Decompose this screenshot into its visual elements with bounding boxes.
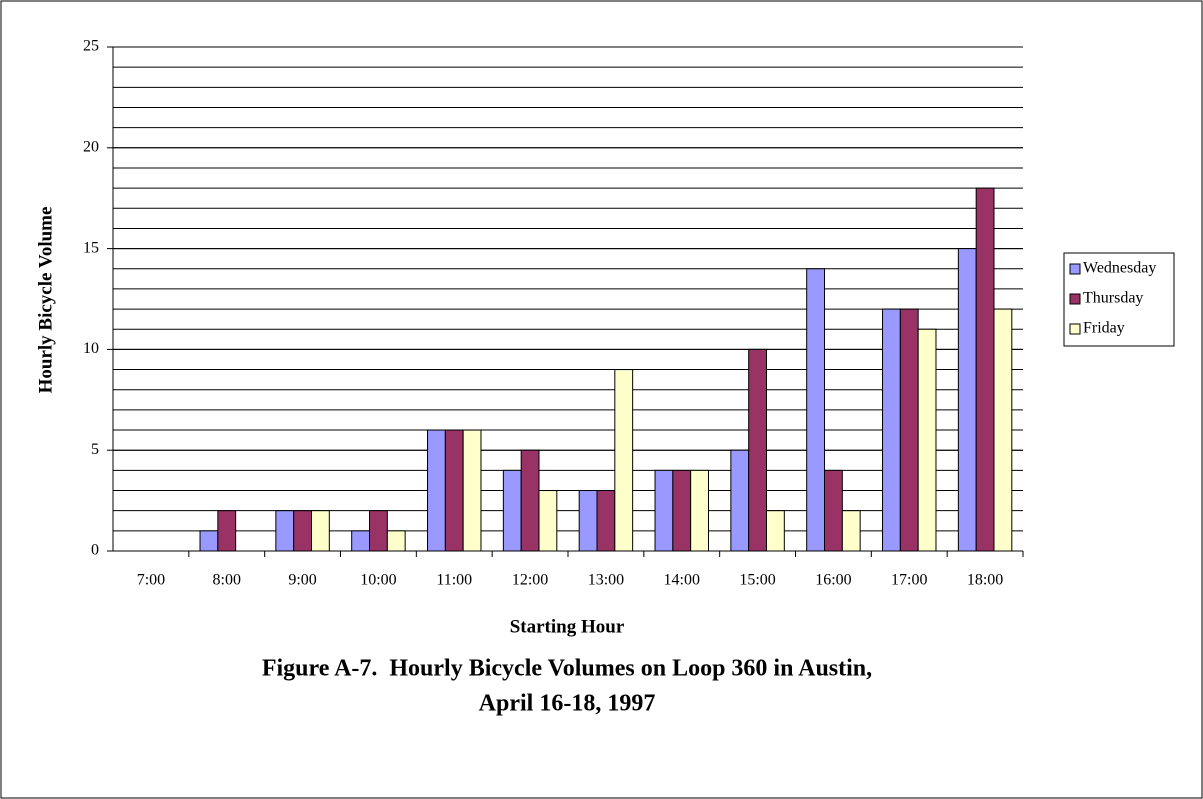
legend-label: Friday [1083, 320, 1125, 337]
x-axis-label: Starting Hour [510, 616, 625, 637]
bar [427, 429, 446, 552]
bar [654, 469, 674, 552]
bar [386, 530, 406, 552]
legend-swatch [1069, 323, 1081, 335]
bar [748, 348, 767, 552]
bar [217, 510, 237, 552]
bar [765, 510, 785, 552]
legend-label: Wednesday [1083, 260, 1156, 277]
x-tick-label: 17:00 [891, 572, 927, 589]
x-tick-label: 13:00 [588, 572, 624, 589]
bar [520, 449, 540, 552]
bar [351, 530, 371, 552]
bar [444, 429, 464, 552]
bar [614, 369, 634, 552]
caption-line: Figure A-7. Hourly Bicycle Volumes on Lo… [262, 656, 872, 682]
x-tick-label: 9:00 [288, 572, 316, 589]
bar [672, 469, 692, 552]
bar [841, 510, 861, 552]
y-tick-label: 25 [83, 38, 99, 55]
legend-box [1063, 252, 1175, 347]
x-tick-label: 12:00 [512, 572, 548, 589]
bar [690, 469, 709, 552]
legend-swatch [1069, 263, 1081, 275]
bar [199, 530, 219, 552]
bar [806, 268, 826, 552]
y-tick-label: 15 [83, 239, 99, 256]
bar [502, 469, 522, 552]
x-tick-label: 11:00 [436, 572, 472, 589]
bar [882, 308, 901, 552]
x-tick-label: 18:00 [967, 572, 1003, 589]
bar [975, 187, 995, 552]
bar [538, 490, 558, 552]
x-tick-label: 15:00 [739, 572, 775, 589]
y-tick-label: 5 [91, 441, 99, 458]
caption-line: April 16-18, 1997 [479, 691, 656, 717]
y-tick-label: 0 [91, 542, 99, 559]
x-tick-label: 14:00 [664, 572, 700, 589]
bar [596, 490, 616, 552]
bar [993, 308, 1013, 552]
bar [899, 308, 919, 552]
bar [578, 490, 598, 552]
y-tick-label: 10 [83, 340, 99, 357]
bar [275, 510, 295, 552]
legend-swatch [1069, 293, 1081, 305]
y-axis-label: Hourly Bicycle Volume [35, 207, 56, 394]
y-tick-label: 20 [83, 138, 99, 155]
bar [369, 510, 388, 552]
x-tick-label: 8:00 [213, 572, 241, 589]
x-tick-label: 7:00 [137, 572, 165, 589]
legend-label: Thursday [1083, 290, 1143, 307]
x-tick-label: 10:00 [360, 572, 396, 589]
bar [293, 510, 312, 552]
bar [310, 510, 330, 552]
bar [730, 449, 750, 552]
bar [917, 328, 937, 552]
bar [957, 248, 977, 552]
bar [824, 469, 843, 552]
x-tick-label: 16:00 [815, 572, 851, 589]
bar [462, 429, 482, 552]
